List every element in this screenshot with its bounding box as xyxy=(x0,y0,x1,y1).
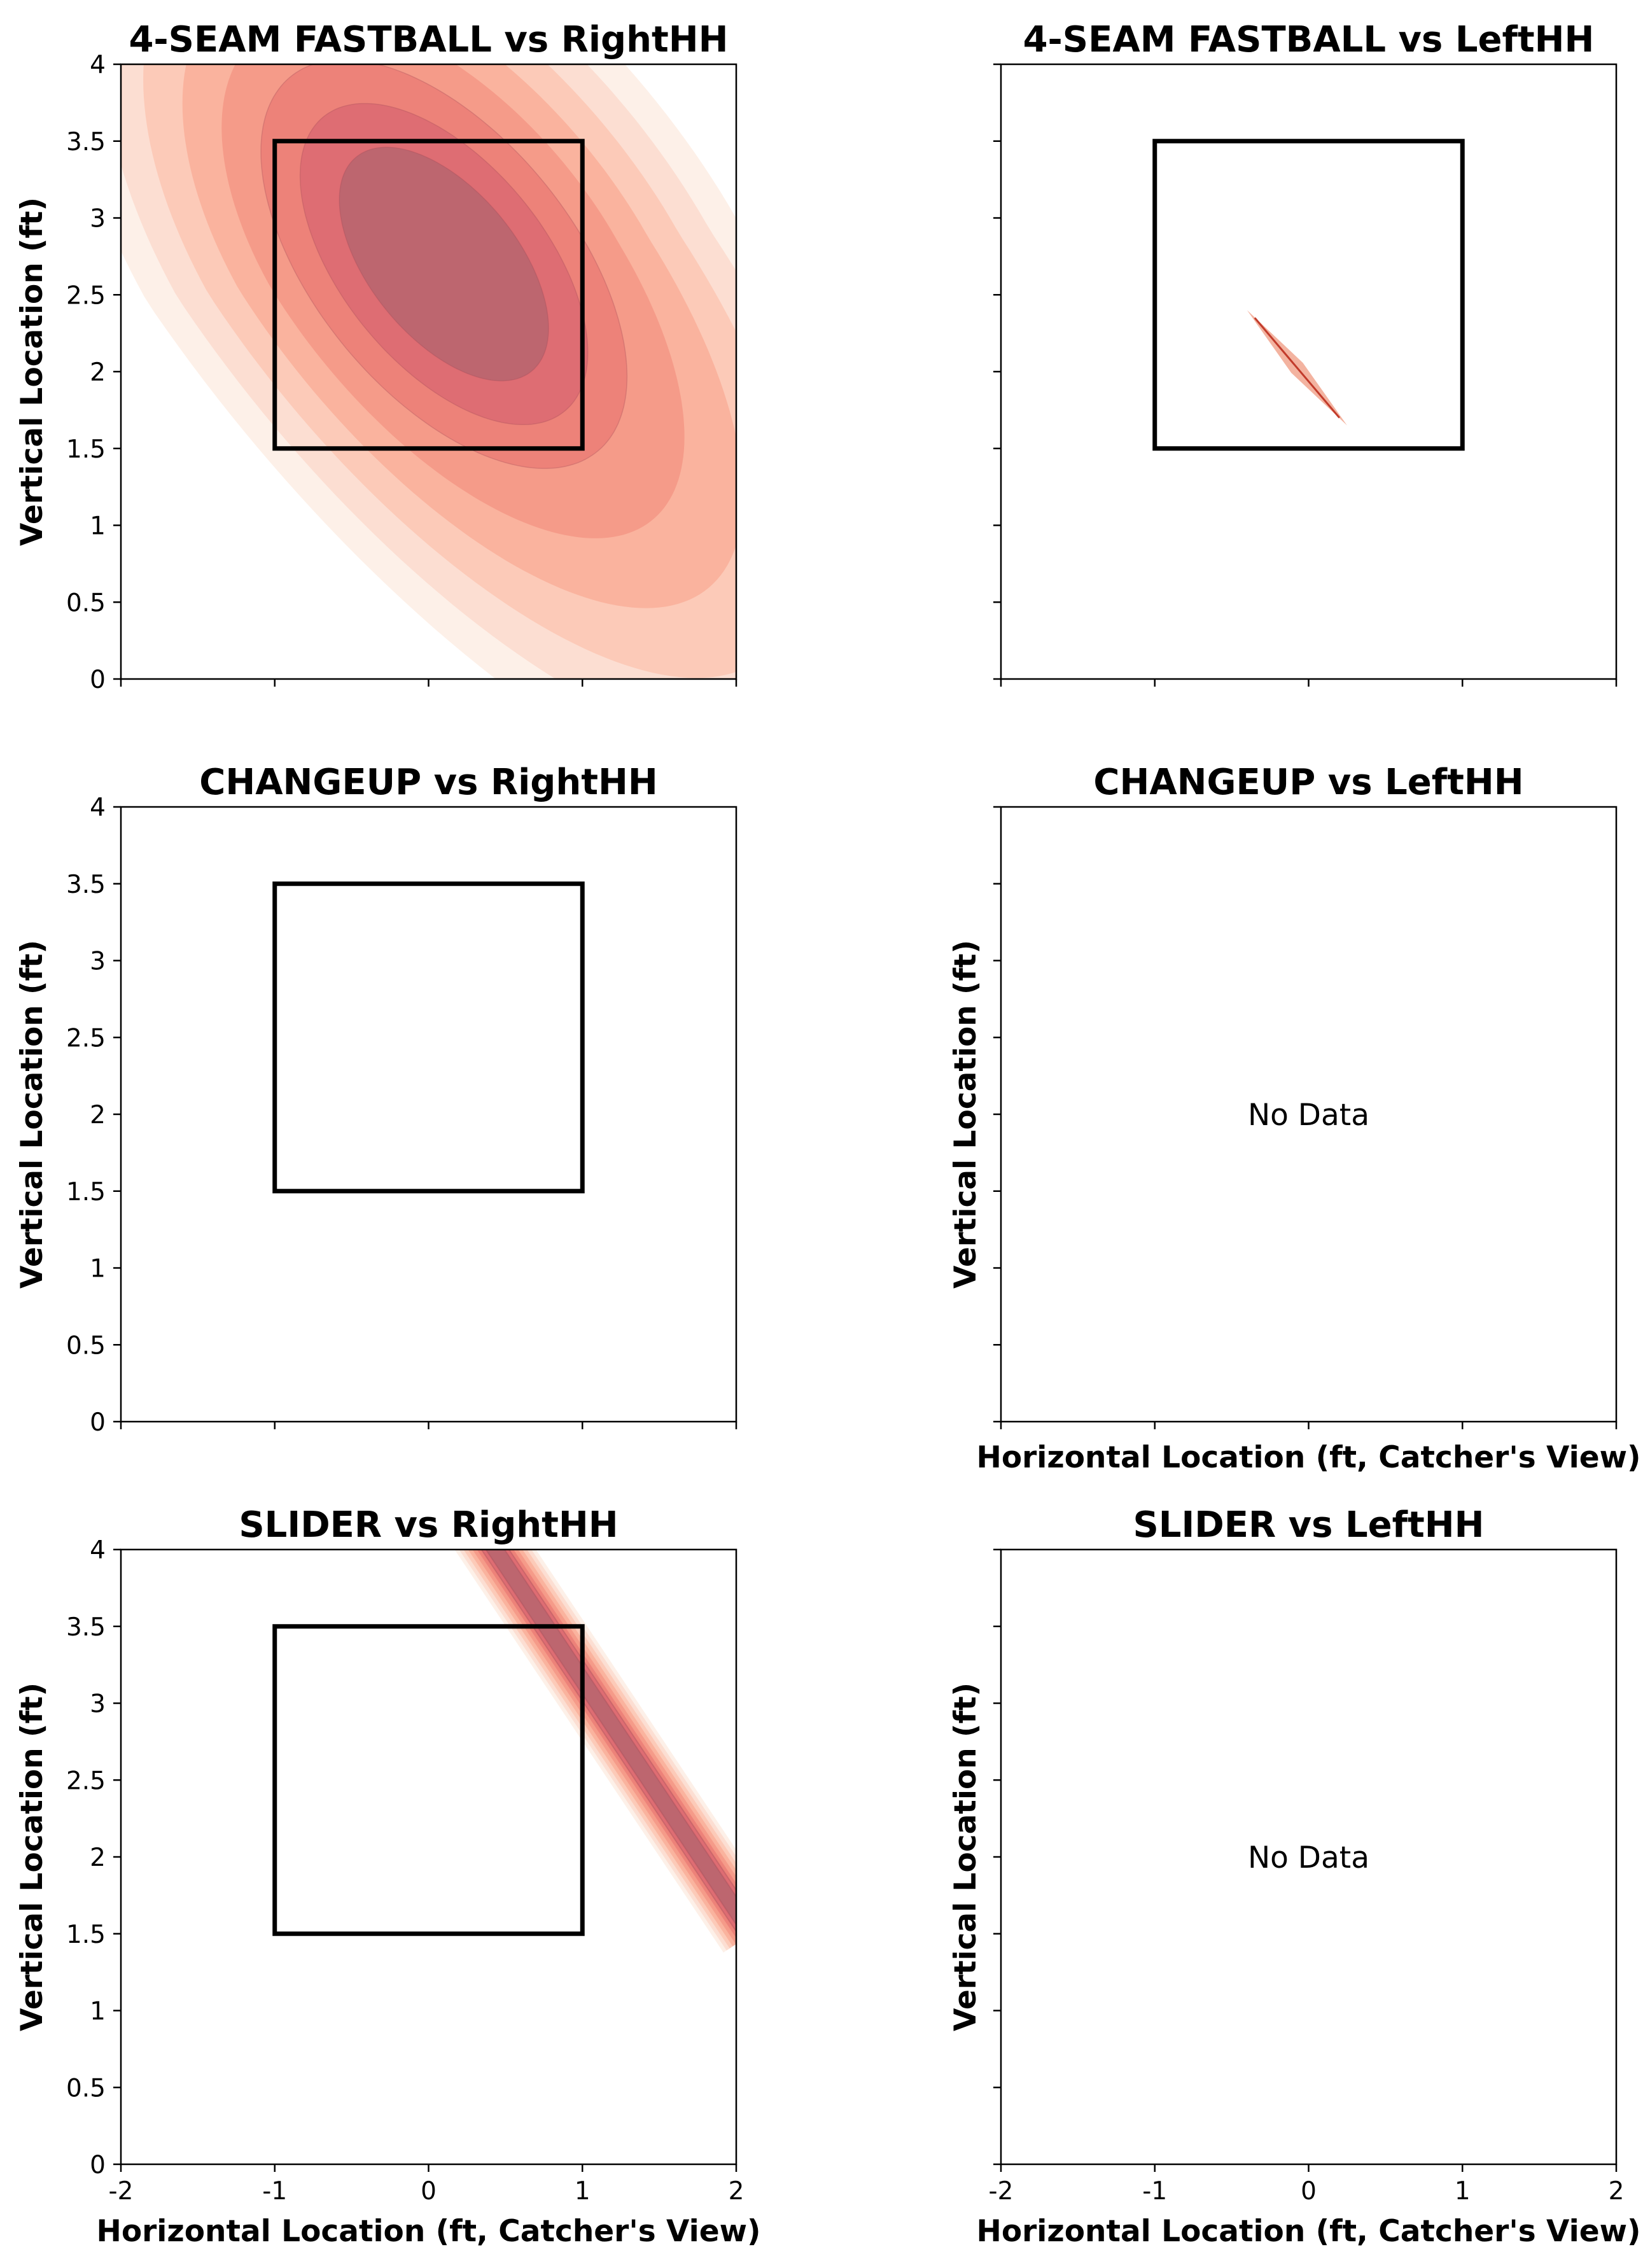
x-tick-label: 2 xyxy=(1609,2177,1625,2206)
density-layer xyxy=(454,1550,736,1953)
y-axis-label: Vertical Location (ft) xyxy=(948,940,983,1289)
x-axis-label: Horizontal Location (ft, Catcher's View) xyxy=(96,2214,760,2249)
x-tick-label: -2 xyxy=(989,2177,1014,2206)
panel-title: 4-SEAM FASTBALL vs RightHH xyxy=(129,19,728,60)
y-tick-label: 0.5 xyxy=(66,1331,106,1360)
y-tick-label: 4 xyxy=(90,794,106,822)
y-tick-label: 3.5 xyxy=(66,128,106,157)
panel-0: 0 0.5 1 1.5 2 2.5 3 3.5 4 4-SEAM FASTBALL vs Righ… xyxy=(15,19,738,694)
x-axis-label: Horizontal Location (ft, Catcher's View) xyxy=(976,2214,1640,2249)
x-tick-label: 2 xyxy=(729,2177,745,2206)
strike-zone xyxy=(272,139,585,451)
y-tick-label: 3 xyxy=(90,948,106,976)
y-tick-label: 3.5 xyxy=(66,1613,106,1642)
density-layer xyxy=(1247,310,1347,426)
density-contour xyxy=(480,1550,736,1933)
y-tick-label: 1.5 xyxy=(66,1178,106,1207)
x-tick-label: -2 xyxy=(109,2177,134,2206)
y-tick-label: 2 xyxy=(90,358,106,387)
density-contour xyxy=(477,1550,736,1938)
y-tick-label: 2.5 xyxy=(66,281,106,310)
no-data-text: No Data xyxy=(1248,1840,1369,1875)
density-contour xyxy=(468,1550,736,1947)
y-tick-label: 1.5 xyxy=(66,1921,106,1949)
y-tick-label: 1 xyxy=(90,1255,106,1284)
strike-zone xyxy=(1152,139,1465,451)
y-axis-label: Vertical Location (ft) xyxy=(15,1683,50,2031)
y-tick-label: 0 xyxy=(90,1408,106,1437)
density-contour xyxy=(339,146,549,382)
x-tick-label: -1 xyxy=(262,2177,287,2206)
panel-5: -2 -1 0 1 2 SLIDER vs LeftHH Vertical Location… xyxy=(948,1504,1641,2249)
density-contour xyxy=(1254,317,1340,419)
y-tick-label: 0 xyxy=(90,666,106,694)
y-axis-label: Vertical Location (ft) xyxy=(15,940,50,1289)
panel-title: SLIDER vs RightHH xyxy=(239,1504,618,1546)
panel-2: 0 0.5 1 1.5 2 2.5 3 3.5 4 CHANGEUP vs RightHH Vert… xyxy=(15,762,738,1437)
panel-1: 4-SEAM FASTBALL vs LeftHH xyxy=(993,19,1618,687)
panel-title: CHANGEUP vs RightHH xyxy=(199,762,658,803)
panel-4: -2 -1 0 1 2 0 0.5 1 1.5 2 2.5 3 3.5 4 SLIDER vs RightH… xyxy=(15,1504,761,2249)
y-tick-label: 2 xyxy=(90,1101,106,1130)
density-contour xyxy=(472,1550,736,1945)
y-tick-label: 2 xyxy=(90,1844,106,1872)
y-tick-label: 3 xyxy=(90,1690,106,1719)
y-tick-label: 1.5 xyxy=(66,435,106,464)
strike-zone xyxy=(272,881,585,1194)
x-tick-label: 0 xyxy=(1301,2177,1317,2206)
x-tick-label: 1 xyxy=(575,2177,591,2206)
y-tick-label: 0 xyxy=(90,2151,106,2180)
panel-title: SLIDER vs LeftHH xyxy=(1133,1504,1484,1546)
x-tick-label: 0 xyxy=(421,2177,437,2206)
y-tick-label: 0.5 xyxy=(66,2074,106,2103)
x-tick-label: -1 xyxy=(1142,2177,1167,2206)
y-tick-label: 4 xyxy=(90,51,106,80)
panel-title: CHANGEUP vs LeftHH xyxy=(1093,762,1523,803)
y-tick-label: 1 xyxy=(90,1998,106,2026)
panel-3: CHANGEUP vs LeftHH Vertical Location (ft)… xyxy=(948,762,1641,1475)
y-axis-label: Vertical Location (ft) xyxy=(948,1683,983,2031)
y-tick-label: 1 xyxy=(90,512,106,541)
x-axis-label: Horizontal Location (ft, Catcher's View) xyxy=(976,1440,1640,1475)
panel-title: 4-SEAM FASTBALL vs LeftHH xyxy=(1023,19,1595,60)
density-contour xyxy=(485,1550,736,1926)
y-tick-label: 4 xyxy=(90,1536,106,1565)
x-tick-label: 1 xyxy=(1455,2177,1471,2206)
y-tick-label: 3 xyxy=(90,205,106,234)
y-axis-label: Vertical Location (ft) xyxy=(15,197,50,546)
y-tick-label: 2.5 xyxy=(66,1024,106,1053)
y-tick-label: 0.5 xyxy=(66,589,106,617)
no-data-text: No Data xyxy=(1248,1098,1369,1133)
y-tick-label: 2.5 xyxy=(66,1767,106,1795)
strike-zone xyxy=(272,1624,585,1936)
y-tick-label: 3.5 xyxy=(66,871,106,899)
